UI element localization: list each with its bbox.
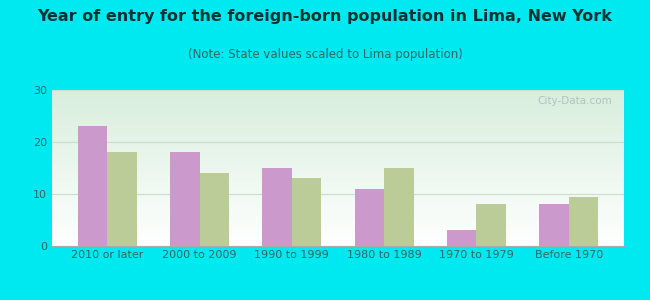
Bar [355,189,384,246]
Bar [107,152,137,246]
Bar [539,204,569,246]
Bar [292,178,321,246]
Text: (Note: State values scaled to Lima population): (Note: State values scaled to Lima popul… [188,48,462,61]
Bar [569,196,598,246]
Bar [78,126,107,246]
Bar [384,168,413,246]
Legend: Lima, New York: Lima, New York [258,296,418,300]
Text: Year of entry for the foreign-born population in Lima, New York: Year of entry for the foreign-born popul… [38,9,612,24]
Bar [263,168,292,246]
Text: City-Data.com: City-Data.com [538,96,612,106]
Bar [447,230,476,246]
Bar [170,152,200,246]
Bar [200,173,229,246]
Bar [476,204,506,246]
